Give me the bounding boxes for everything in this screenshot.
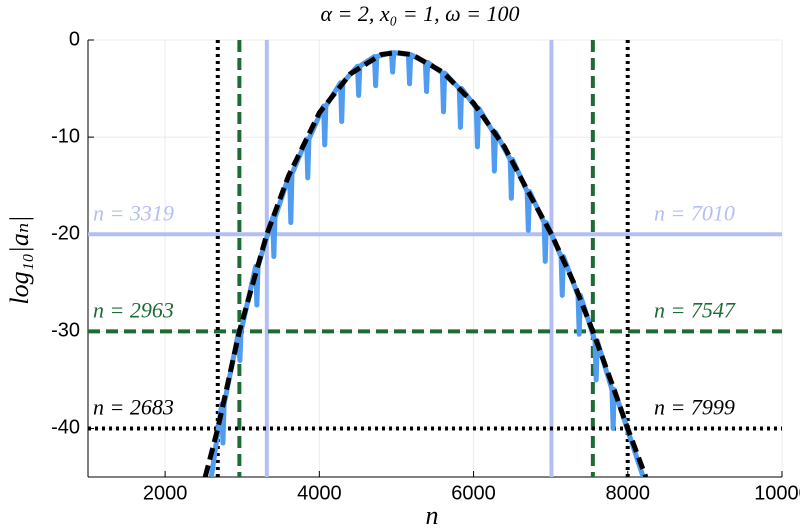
threshold-label: n = 7010 bbox=[654, 200, 735, 225]
threshold-label: n = 7547 bbox=[654, 297, 736, 322]
x-tick-label: 4000 bbox=[297, 482, 342, 504]
y-tick-label: -20 bbox=[51, 223, 80, 245]
y-axis-label: log₁₀|aₙ| bbox=[5, 215, 34, 304]
y-tick-label: 0 bbox=[69, 28, 80, 50]
threshold-label: n = 3319 bbox=[93, 200, 174, 225]
x-tick-label: 8000 bbox=[606, 482, 651, 504]
y-tick-label: -40 bbox=[51, 417, 80, 439]
threshold-label: n = 7999 bbox=[654, 394, 735, 419]
y-tick-label: -10 bbox=[51, 125, 80, 147]
x-tick-label: 6000 bbox=[451, 482, 496, 504]
x-tick-label: 2000 bbox=[143, 482, 188, 504]
threshold-label: n = 2683 bbox=[93, 394, 174, 419]
threshold-label: n = 2963 bbox=[93, 297, 174, 322]
series-line bbox=[202, 50, 649, 477]
x-axis-label: n bbox=[426, 501, 439, 530]
chart-title: α = 2, x₀ = 1, ω = 100 bbox=[320, 1, 519, 26]
plot-area bbox=[88, 40, 782, 477]
y-tick-label: -30 bbox=[51, 320, 80, 342]
